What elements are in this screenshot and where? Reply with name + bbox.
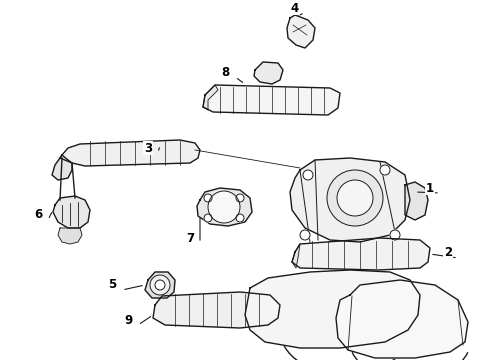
Polygon shape: [197, 188, 252, 226]
Polygon shape: [287, 15, 315, 48]
Polygon shape: [58, 228, 82, 244]
Text: 9: 9: [124, 314, 132, 327]
Polygon shape: [203, 85, 218, 110]
Circle shape: [150, 275, 170, 295]
Text: 2: 2: [444, 247, 452, 260]
Polygon shape: [336, 280, 468, 358]
Polygon shape: [292, 244, 300, 268]
Polygon shape: [203, 85, 340, 115]
Circle shape: [204, 194, 212, 202]
Circle shape: [208, 191, 240, 223]
Polygon shape: [290, 158, 410, 242]
Circle shape: [327, 170, 383, 226]
Polygon shape: [53, 196, 90, 228]
Circle shape: [337, 180, 373, 216]
Polygon shape: [153, 292, 280, 328]
Polygon shape: [254, 62, 283, 84]
Circle shape: [303, 170, 313, 180]
Circle shape: [380, 165, 390, 175]
Text: 8: 8: [221, 66, 229, 78]
Circle shape: [204, 214, 212, 222]
Polygon shape: [60, 140, 200, 166]
Text: 3: 3: [144, 141, 152, 154]
Polygon shape: [145, 272, 175, 298]
Text: 6: 6: [34, 208, 42, 221]
Circle shape: [390, 230, 400, 240]
Polygon shape: [245, 270, 420, 348]
Text: 5: 5: [108, 279, 116, 292]
Text: 7: 7: [186, 231, 194, 244]
Polygon shape: [52, 155, 72, 180]
Circle shape: [236, 194, 244, 202]
Text: 4: 4: [291, 1, 299, 14]
Polygon shape: [405, 182, 428, 220]
Circle shape: [300, 230, 310, 240]
Circle shape: [236, 214, 244, 222]
Text: 1: 1: [426, 181, 434, 194]
Circle shape: [155, 280, 165, 290]
Polygon shape: [292, 238, 430, 270]
